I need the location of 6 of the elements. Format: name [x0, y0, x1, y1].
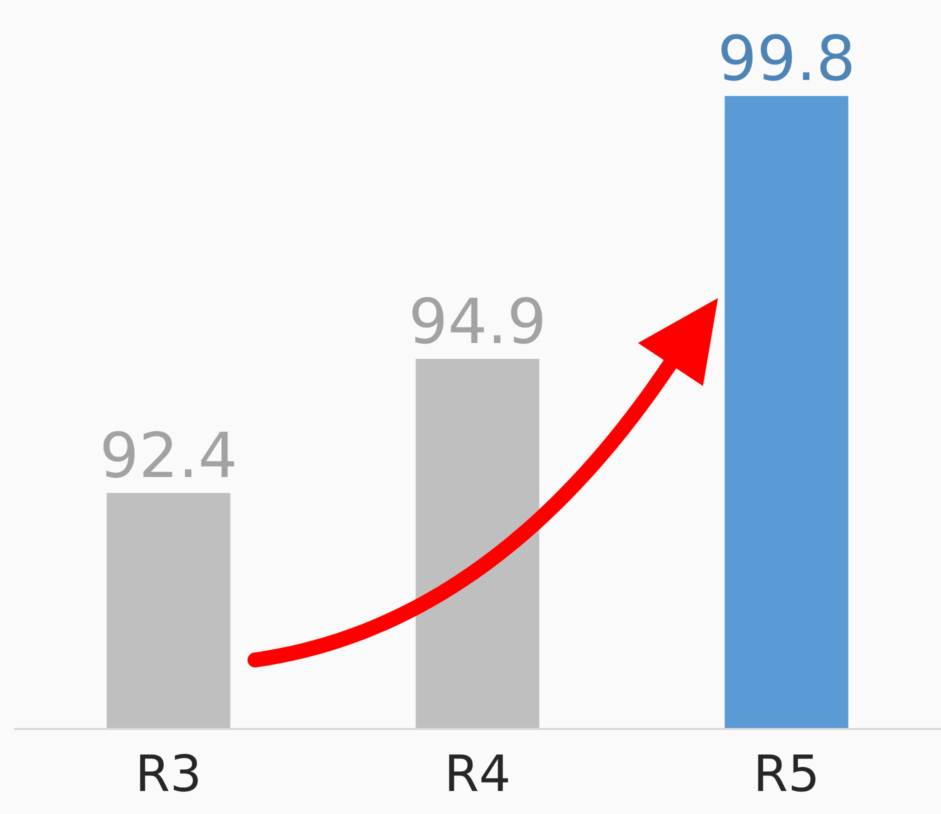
data-label: 92.4	[99, 418, 238, 492]
data-label: 99.8	[717, 22, 856, 95]
x-tick-label: R5	[753, 745, 820, 803]
x-tick-label: R4	[444, 745, 511, 803]
data-label: 94.9	[408, 284, 547, 358]
x-tick-label: R3	[135, 745, 202, 803]
